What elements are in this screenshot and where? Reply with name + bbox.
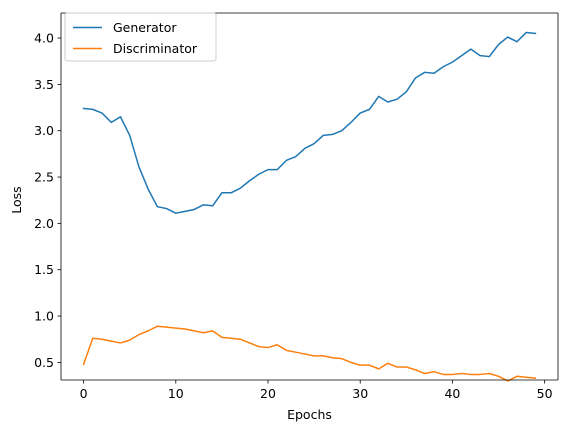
x-tick-label: 40: [444, 386, 460, 401]
x-tick-label: 0: [80, 386, 88, 401]
series-line-discriminator: [82, 325, 537, 382]
x-tick-label: 20: [260, 386, 276, 401]
y-tick-label: 0.5: [34, 355, 54, 370]
y-axis-ticks: 0.5 1.0 1.5 2.0 2.5 3.0 3.5 4.0: [34, 31, 61, 370]
legend-label-discriminator: Discriminator: [113, 41, 198, 56]
y-tick-label: 2.5: [34, 170, 54, 185]
legend-box: [64, 12, 217, 62]
plot-area: [60, 12, 559, 382]
series-line-generator: [82, 31, 537, 214]
y-axis-label: Loss: [9, 186, 24, 213]
y-tick-label: 1.5: [34, 262, 54, 277]
x-axis-ticks: 0 10 20 30 40 50: [80, 380, 553, 401]
legend: Generator Discriminator: [64, 12, 217, 62]
y-tick-label: 4.0: [34, 31, 54, 46]
x-tick-label: 50: [537, 386, 553, 401]
y-tick-label: 3.5: [34, 77, 54, 92]
x-tick-label: 10: [168, 386, 184, 401]
legend-label-generator: Generator: [113, 20, 177, 35]
x-tick-label: 30: [352, 386, 368, 401]
y-tick-label: 1.0: [34, 309, 54, 324]
y-tick-label: 3.0: [34, 123, 54, 138]
y-tick-label: 2.0: [34, 216, 54, 231]
x-axis-label: Epochs: [287, 407, 332, 422]
